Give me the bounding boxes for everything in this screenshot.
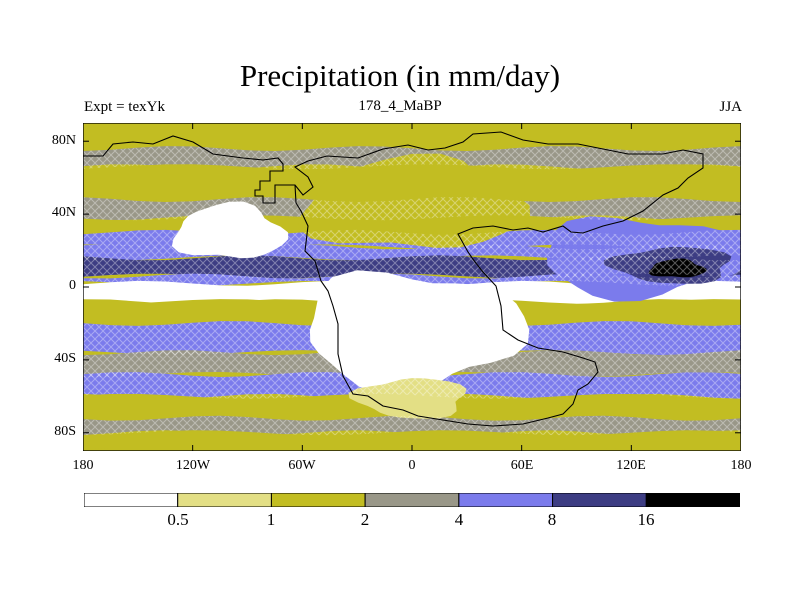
colorbar-swatch bbox=[364, 493, 460, 507]
lon-label: 180 bbox=[72, 458, 94, 473]
stipple-zone bbox=[83, 229, 741, 250]
colorbar-swatch bbox=[552, 493, 647, 507]
lon-label: 60E bbox=[510, 458, 534, 473]
stipple-zone bbox=[83, 255, 741, 279]
precipitation-map bbox=[83, 123, 741, 451]
stipple-overlay bbox=[83, 146, 741, 436]
colorbar-swatch bbox=[458, 493, 554, 507]
experiment-label: Expt = texYk bbox=[84, 99, 165, 115]
colorbar-swatch bbox=[84, 493, 179, 507]
map-title: Precipitation (in mm/day) bbox=[239, 58, 561, 93]
lon-label: 180 bbox=[730, 458, 752, 473]
season-label: JJA bbox=[719, 99, 742, 115]
colorbar-level-label: 0.5 bbox=[167, 510, 189, 529]
stipple-zone bbox=[83, 321, 741, 355]
colorbar bbox=[84, 493, 740, 507]
stipple-zone bbox=[83, 350, 741, 377]
stipple-zone bbox=[83, 146, 741, 170]
colorbar-level-label: 1 bbox=[266, 510, 276, 529]
colorbar-level-label: 2 bbox=[360, 510, 370, 529]
lon-label: 60W bbox=[288, 458, 316, 473]
lon-label: 120E bbox=[616, 458, 646, 473]
lat-label: 80N bbox=[51, 133, 76, 148]
lat-label: 40N bbox=[51, 205, 76, 220]
precip-zone bbox=[83, 430, 741, 451]
period-label: 178_4_MaBP bbox=[358, 98, 442, 114]
colorbar-swatch bbox=[270, 493, 366, 507]
colorbar-level-label: 4 bbox=[454, 510, 464, 529]
lat-label: 80S bbox=[54, 424, 76, 439]
stipple-zone bbox=[83, 372, 741, 399]
colorbar-swatch bbox=[645, 493, 740, 507]
lat-label: 0 bbox=[69, 278, 76, 293]
axis-ticks bbox=[83, 123, 741, 451]
colorbar-level-label: 8 bbox=[547, 510, 557, 529]
map-layers bbox=[83, 123, 741, 451]
stipple-zone bbox=[83, 415, 741, 436]
lat-label: 40S bbox=[54, 351, 76, 366]
stipple-zone bbox=[83, 273, 741, 286]
colorbar-level-label: 16 bbox=[637, 510, 655, 529]
stipple-zone bbox=[83, 197, 741, 221]
stipple-zone bbox=[83, 244, 741, 261]
lon-label: 0 bbox=[408, 458, 416, 473]
lon-label: 120W bbox=[175, 458, 211, 473]
colorbar-swatch bbox=[177, 493, 272, 507]
continent-outline bbox=[83, 131, 704, 427]
